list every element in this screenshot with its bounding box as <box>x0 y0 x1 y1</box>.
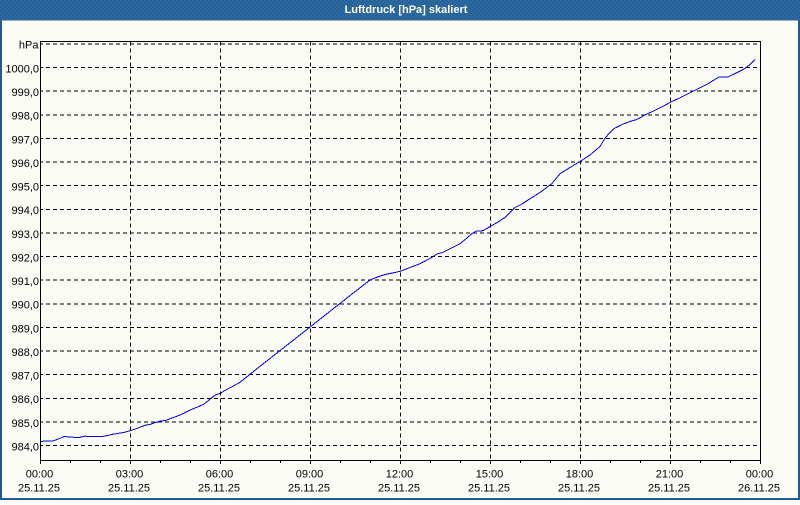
svg-text:987,0: 987,0 <box>11 371 39 383</box>
svg-text:25.11.25: 25.11.25 <box>468 483 510 495</box>
svg-text:25.11.25: 25.11.25 <box>108 483 150 495</box>
svg-text:25.11.25: 25.11.25 <box>648 483 690 495</box>
svg-text:25.11.25: 25.11.25 <box>198 483 240 495</box>
svg-text:Luftdruck [hPa] skaliert: Luftdruck [hPa] skaliert <box>345 4 468 16</box>
svg-text:25.11.25: 25.11.25 <box>18 483 60 495</box>
svg-text:986,0: 986,0 <box>11 394 39 406</box>
svg-text:985,0: 985,0 <box>11 418 39 430</box>
svg-text:995,0: 995,0 <box>11 182 39 194</box>
svg-text:hPa: hPa <box>19 40 39 52</box>
svg-text:988,0: 988,0 <box>11 347 39 359</box>
svg-text:25.11.25: 25.11.25 <box>288 483 330 495</box>
svg-text:00:00: 00:00 <box>26 469 54 481</box>
svg-text:993,0: 993,0 <box>11 229 39 241</box>
svg-text:26.11.25: 26.11.25 <box>738 483 780 495</box>
svg-text:25.11.25: 25.11.25 <box>378 483 420 495</box>
svg-text:989,0: 989,0 <box>11 323 39 335</box>
svg-text:992,0: 992,0 <box>11 252 39 264</box>
svg-text:18:00: 18:00 <box>566 469 594 481</box>
svg-text:06:00: 06:00 <box>206 469 234 481</box>
svg-text:997,0: 997,0 <box>11 134 39 146</box>
svg-text:21:00: 21:00 <box>656 469 684 481</box>
svg-text:15:00: 15:00 <box>476 469 504 481</box>
svg-text:996,0: 996,0 <box>11 158 39 170</box>
svg-text:12:00: 12:00 <box>386 469 414 481</box>
svg-text:09:00: 09:00 <box>296 469 324 481</box>
svg-text:994,0: 994,0 <box>11 205 39 217</box>
svg-text:00:00: 00:00 <box>746 469 774 481</box>
svg-text:990,0: 990,0 <box>11 300 39 312</box>
svg-text:03:00: 03:00 <box>116 469 144 481</box>
svg-text:1000,0: 1000,0 <box>5 63 39 75</box>
svg-text:999,0: 999,0 <box>11 87 39 99</box>
svg-text:984,0: 984,0 <box>11 441 39 453</box>
svg-text:25.11.25: 25.11.25 <box>558 483 600 495</box>
svg-text:998,0: 998,0 <box>11 111 39 123</box>
svg-text:991,0: 991,0 <box>11 276 39 288</box>
